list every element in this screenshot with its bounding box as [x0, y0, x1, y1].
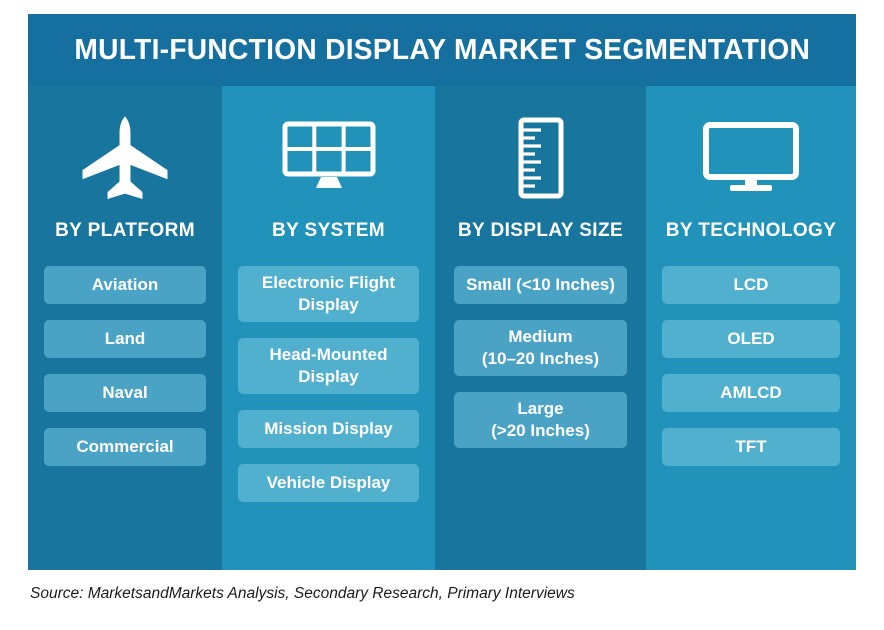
segment-list: Aviation Land Naval Commercial	[28, 266, 222, 466]
segment-list: Electronic Flight Display Head-Mounted D…	[222, 266, 435, 503]
ruler-icon	[435, 112, 646, 204]
segment-item: Naval	[44, 374, 206, 412]
segment-item: Land	[44, 320, 206, 358]
column-heading: BY SYSTEM	[271, 220, 386, 241]
column-by-display-size: BY DISPLAY SIZE Small (<10 Inches) Mediu…	[435, 86, 646, 570]
segment-list: Small (<10 Inches) Medium (10–20 Inches)…	[435, 266, 646, 449]
segment-item: Vehicle Display	[238, 464, 419, 503]
segment-item: AMLCD	[662, 374, 840, 412]
segment-item: TFT	[662, 428, 840, 466]
column-by-platform: BY PLATFORM Aviation Land Naval Commerci…	[28, 86, 222, 570]
column-by-system: BY SYSTEM Electronic Flight Display Head…	[222, 86, 435, 570]
segment-item: Large (>20 Inches)	[454, 392, 627, 449]
segment-item: Commercial	[44, 428, 206, 466]
column-heading: BY TECHNOLOGY	[665, 220, 837, 241]
segment-item: Electronic Flight Display	[238, 266, 419, 323]
segment-item: Small (<10 Inches)	[454, 266, 627, 304]
segment-item: Aviation	[44, 266, 206, 304]
airplane-icon	[28, 112, 222, 204]
segment-list: LCD OLED AMLCD TFT	[646, 266, 856, 466]
title-bar: MULTI-FUNCTION DISPLAY MARKET SEGMENTATI…	[28, 14, 856, 86]
footer: Source: MarketsandMarkets Analysis, Seco…	[0, 570, 884, 603]
segmentation-columns: BY PLATFORM Aviation Land Naval Commerci…	[28, 86, 856, 570]
page-title: MULTI-FUNCTION DISPLAY MARKET SEGMENTATI…	[74, 33, 810, 66]
monitor-icon	[646, 112, 856, 204]
segment-item: Medium (10–20 Inches)	[454, 320, 627, 377]
multi-display-icon	[222, 112, 435, 204]
segment-item: LCD	[662, 266, 840, 304]
segment-item: OLED	[662, 320, 840, 358]
segment-item: Head-Mounted Display	[238, 338, 419, 395]
infographic: MULTI-FUNCTION DISPLAY MARKET SEGMENTATI…	[28, 14, 856, 570]
column-heading: BY PLATFORM	[55, 220, 195, 241]
segment-item: Mission Display	[238, 410, 419, 449]
source-note: Source: MarketsandMarkets Analysis, Seco…	[30, 585, 575, 602]
column-heading: BY DISPLAY SIZE	[457, 220, 624, 241]
column-by-technology: BY TECHNOLOGY LCD OLED AMLCD TFT	[646, 86, 856, 570]
